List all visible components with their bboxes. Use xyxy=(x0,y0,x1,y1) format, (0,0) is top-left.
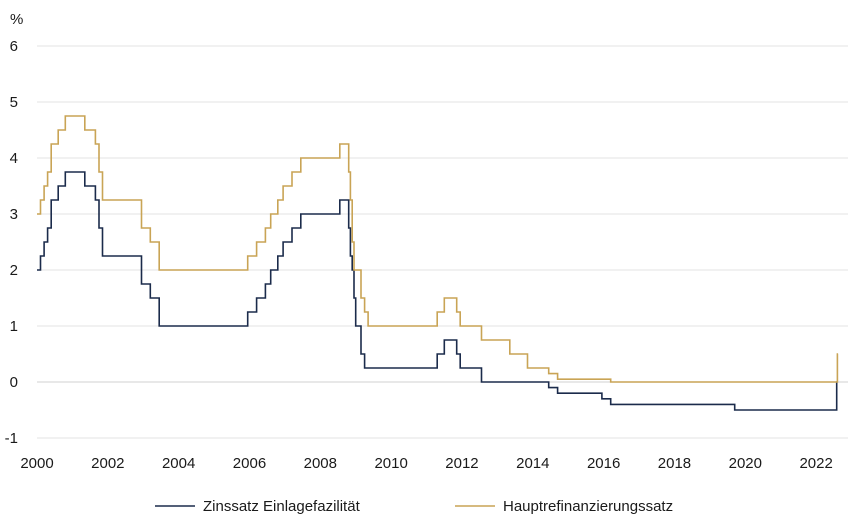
x-axis-tick-labels: 2000 2002 2004 2006 2008 2010 2012 2014 2016 2018… xyxy=(20,455,833,472)
x-tick-label: 2010 xyxy=(374,455,407,472)
y-axis-tick-labels: -1 0 1 2 3 4 5 6 xyxy=(5,38,18,447)
y-tick-label: 2 xyxy=(10,262,18,279)
y-tick-label: 1 xyxy=(10,318,18,335)
y-tick-label: 4 xyxy=(10,150,18,167)
x-tick-label: 2012 xyxy=(445,455,478,472)
x-tick-label: 2016 xyxy=(587,455,620,472)
x-tick-label: 2018 xyxy=(658,455,691,472)
y-tick-label: 3 xyxy=(10,206,18,223)
x-tick-label: 2014 xyxy=(516,455,549,472)
x-tick-label: 2022 xyxy=(799,455,832,472)
x-tick-label: 2020 xyxy=(729,455,762,472)
y-axis-unit-label: % xyxy=(10,11,23,28)
legend: Zinssatz Einlagefazilität Hauptrefinanzie… xyxy=(155,498,673,515)
x-tick-label: 2006 xyxy=(233,455,266,472)
y-tick-label: -1 xyxy=(5,430,18,447)
deposit-facility-rate-line xyxy=(37,171,838,411)
legend-label: Zinssatz Einlagefazilität xyxy=(203,498,361,515)
x-tick-label: 2008 xyxy=(304,455,337,472)
series-lines xyxy=(37,115,839,411)
y-tick-label: 0 xyxy=(10,374,18,391)
y-tick-label: 5 xyxy=(10,94,18,111)
x-tick-label: 2000 xyxy=(20,455,53,472)
legend-label: Hauptrefinanzierungssatz xyxy=(503,498,673,515)
y-tick-label: 6 xyxy=(10,38,18,55)
main-refinancing-rate-line xyxy=(37,115,839,383)
x-tick-label: 2004 xyxy=(162,455,195,472)
x-tick-label: 2002 xyxy=(91,455,124,472)
